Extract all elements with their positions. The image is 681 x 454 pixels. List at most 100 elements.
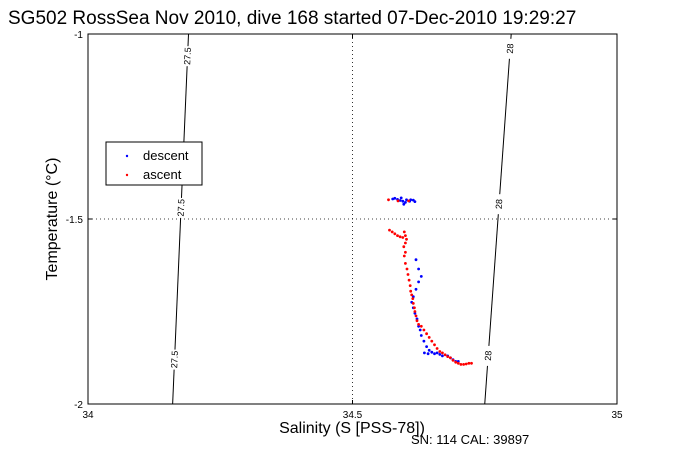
data-point-ascent	[411, 297, 415, 300]
contour-label-bg	[483, 345, 494, 366]
contour-label-bg	[494, 194, 505, 215]
data-point-ascent	[422, 328, 426, 332]
data-point-descent	[404, 201, 407, 204]
data-point-descent	[426, 352, 430, 356]
data-point-ascent	[467, 361, 471, 365]
data-point-ascent	[396, 199, 400, 203]
data-point-ascent	[402, 245, 406, 249]
contour-label: 28	[505, 43, 516, 54]
plot-area: 27.5 27.5 27.5 28 28 28 34 34.5 35 -1 -1.5 -2	[66, 30, 623, 421]
data-point-ascent	[470, 361, 473, 365]
data-point-ascent	[406, 273, 410, 276]
data-point-ascent	[387, 198, 390, 202]
x-tick-label: 34.5	[343, 410, 363, 421]
contour-line-27-5	[172, 33, 190, 405]
contour-label-bg	[169, 349, 180, 370]
chart-title: SG502 RossSea Nov 2010, dive 168 started…	[8, 8, 576, 29]
data-point-descent	[402, 202, 406, 206]
data-point-ascent	[398, 235, 402, 239]
data-point-ascent	[411, 302, 415, 305]
data-point-ascent	[404, 241, 407, 245]
data-point-ascent	[414, 314, 418, 318]
data-point-ascent	[435, 347, 439, 350]
data-point-descent	[435, 351, 439, 355]
contour-line-28	[484, 33, 512, 405]
data-point-descent	[425, 345, 428, 348]
data-point-descent	[419, 334, 423, 337]
data-point-ascent	[396, 234, 399, 238]
data-point-ascent	[459, 363, 463, 366]
data-point-ascent	[388, 228, 391, 232]
data-point-ascent	[407, 278, 411, 282]
data-point-ascent	[433, 343, 436, 347]
data-point-ascent	[451, 358, 455, 362]
data-point-ascent	[419, 324, 423, 328]
data-point-descent	[441, 354, 444, 358]
legend-marker-ascent	[125, 173, 129, 177]
x-axis-label: Salinity (S [PSS-78])	[279, 420, 425, 437]
contour-label: 27.5	[169, 350, 180, 368]
data-point-ascent	[454, 360, 458, 364]
data-point-ascent	[449, 356, 452, 360]
data-point-ascent	[401, 236, 405, 239]
data-point-descent	[423, 351, 426, 355]
data-point-descent	[427, 348, 431, 352]
legend-marker-descent	[125, 154, 129, 158]
legend-label-ascent: ascent	[143, 167, 182, 182]
data-point-descent	[398, 199, 402, 202]
contour-label: 27.5	[176, 199, 187, 217]
data-point-ascent	[413, 310, 417, 313]
contour-label-bg	[505, 38, 516, 59]
data-point-descent	[414, 287, 418, 291]
data-point-ascent	[446, 355, 450, 358]
data-point-ascent	[443, 353, 447, 357]
data-point-ascent	[410, 293, 414, 297]
contour-label: 28	[494, 199, 505, 210]
data-point-descent	[401, 199, 405, 203]
contour-label: 27.5	[182, 47, 193, 65]
data-point-ascent	[438, 350, 442, 353]
y-tick-label: -1.5	[66, 215, 84, 226]
data-point-ascent	[430, 339, 434, 343]
data-point-ascent	[425, 332, 428, 336]
grid-lines	[88, 34, 617, 404]
data-point-ascent	[462, 363, 465, 366]
density-contours: 27.5 27.5 27.5 28 28 28	[169, 33, 516, 405]
x-tick-label: 34	[82, 410, 94, 421]
contour-label: 28	[483, 350, 494, 361]
data-point-ascent	[407, 199, 410, 203]
data-point-ascent	[393, 232, 397, 236]
contour-label-bg	[176, 197, 187, 218]
legend-box	[105, 141, 203, 186]
x-tick-label: 35	[611, 410, 623, 421]
contour-label-bg	[182, 46, 193, 67]
data-point-ascent	[456, 361, 460, 365]
axis-ticks: 34 34.5 35 -1 -1.5 -2	[66, 30, 623, 421]
y-tick-label: -1	[74, 30, 83, 41]
data-point-descent	[422, 339, 426, 343]
data-point-descent	[413, 200, 417, 204]
calibration-footer: SN: 114 CAL: 39897	[411, 432, 529, 447]
data-point-descent	[433, 352, 436, 356]
data-point-ascent	[413, 306, 416, 310]
data-point-ascent	[404, 250, 407, 254]
data-point-ascent	[441, 351, 444, 355]
data-point-ascent	[390, 230, 394, 234]
data-point-ascent	[402, 230, 406, 234]
data-point-ascent	[405, 267, 409, 271]
data-point-ascent	[404, 262, 407, 265]
data-point-descent	[417, 280, 420, 284]
data-point-ascent	[427, 336, 431, 339]
data-point-descent	[417, 267, 420, 271]
legend: descent ascent	[105, 141, 203, 186]
data-points	[387, 196, 473, 366]
data-point-descent	[430, 350, 434, 354]
y-axis-label: Temperature (°C)	[44, 158, 61, 281]
data-point-ascent	[402, 254, 406, 258]
data-point-descent	[419, 275, 423, 278]
legend-label-descent: descent	[143, 148, 189, 163]
data-point-ascent	[404, 234, 407, 238]
data-point-descent	[405, 198, 408, 202]
data-point-ascent	[408, 284, 412, 287]
